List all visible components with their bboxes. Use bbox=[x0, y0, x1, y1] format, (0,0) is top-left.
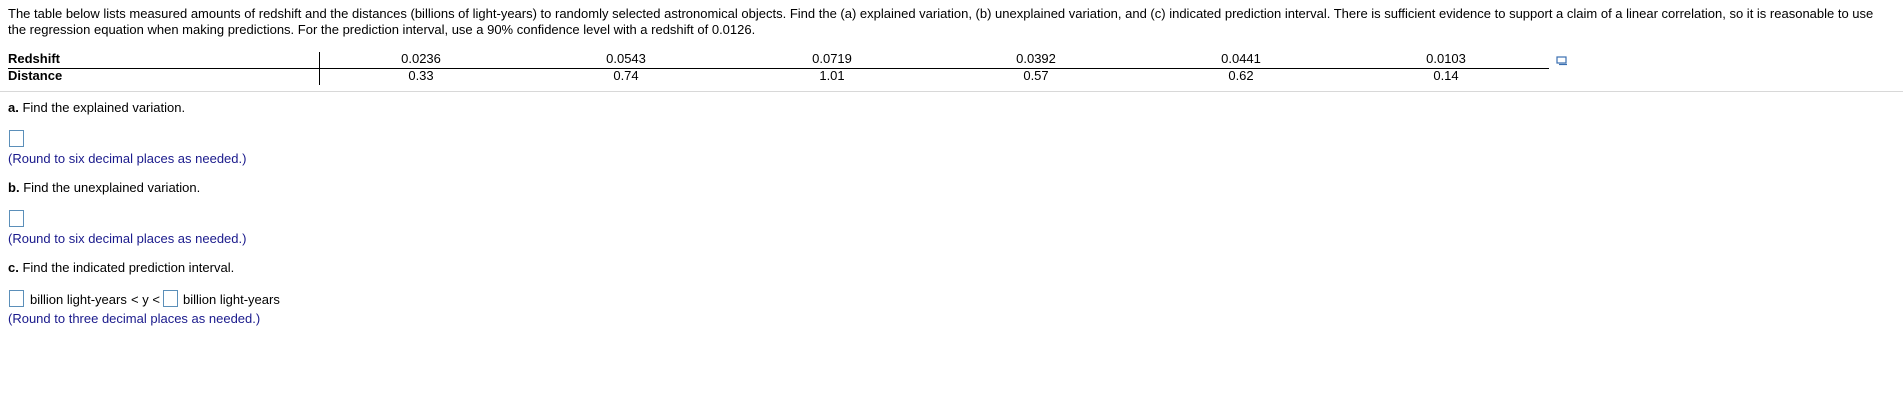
section-divider bbox=[0, 91, 1903, 92]
question-text: Find the indicated prediction interval. bbox=[22, 260, 235, 275]
table-cell: 1.01 bbox=[819, 68, 845, 83]
answer-box[interactable] bbox=[9, 130, 24, 147]
question: a. Find the explained variation. bbox=[8, 100, 185, 115]
relation-text: < y < bbox=[131, 292, 160, 307]
table-cell: 0.0441 bbox=[1221, 51, 1261, 66]
answer-box[interactable] bbox=[9, 290, 24, 307]
unit-text: billion light-years bbox=[183, 292, 280, 307]
unit-text: billion light-years bbox=[30, 292, 127, 307]
question: b. Find the unexplained variation. bbox=[8, 180, 200, 195]
question-label: c. bbox=[8, 260, 19, 275]
table-cell: 0.0543 bbox=[606, 51, 646, 66]
row-header: Distance bbox=[8, 68, 63, 83]
answer-box[interactable] bbox=[9, 210, 24, 227]
table-cell: 0.14 bbox=[1433, 68, 1459, 83]
table-cell: 0.0392 bbox=[1016, 51, 1056, 66]
hint-text: (Round to three decimal places as needed… bbox=[8, 311, 261, 326]
table-cell: 0.0236 bbox=[401, 51, 441, 66]
question-text: Find the explained variation. bbox=[22, 100, 186, 115]
question: c. Find the indicated prediction interva… bbox=[8, 260, 234, 275]
question-text: Find the unexplained variation. bbox=[23, 180, 201, 195]
table-cell: 0.0719 bbox=[812, 51, 852, 66]
question-label: a. bbox=[8, 100, 19, 115]
answer-box[interactable] bbox=[163, 290, 178, 307]
table-cell: 0.62 bbox=[1228, 68, 1254, 83]
intro-text: The table below lists measured amounts o… bbox=[8, 6, 1874, 37]
row-divider bbox=[8, 68, 1549, 69]
hint-text: (Round to six decimal places as needed.) bbox=[8, 231, 247, 246]
table-cell: 0.57 bbox=[1023, 68, 1049, 83]
question-label: b. bbox=[8, 180, 20, 195]
table-cell: 0.0103 bbox=[1426, 51, 1466, 66]
row-header: Redshift bbox=[8, 51, 60, 66]
table-cell: 0.33 bbox=[408, 68, 434, 83]
hint-text: (Round to six decimal places as needed.) bbox=[8, 151, 247, 166]
table-cell: 0.74 bbox=[613, 68, 639, 83]
copy-icon[interactable] bbox=[1556, 56, 1568, 66]
